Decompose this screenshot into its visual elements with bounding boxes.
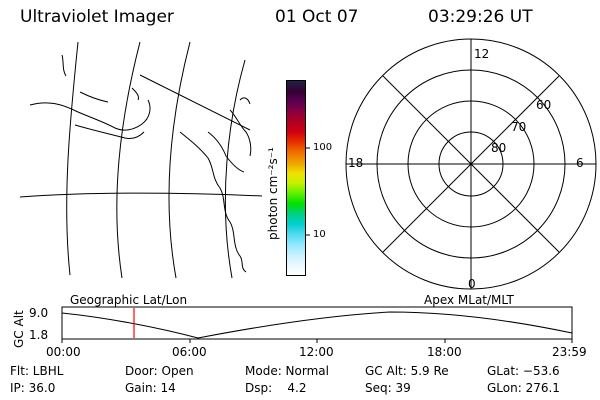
colorbar <box>286 80 306 276</box>
map-coastline <box>61 54 67 77</box>
polar-diagonal <box>382 75 560 253</box>
instrument-title: Ultraviolet Imager <box>20 7 174 27</box>
timeline-left-label: Geographic Lat/Lon <box>70 293 188 307</box>
map-parallel <box>139 74 251 131</box>
timeline-x-label-2359: 23:59 <box>552 345 587 359</box>
status-gain: Gain: 14 <box>125 381 176 395</box>
date-label: 01 Oct 07 <box>275 7 359 27</box>
map-coastline <box>79 91 109 103</box>
timeline-x-label-1800: 18:00 <box>427 345 462 359</box>
colorbar-tick-10: 10 <box>313 229 326 240</box>
map-coastline <box>239 97 251 105</box>
timeline-frame <box>61 306 573 340</box>
map-meridian <box>116 41 141 279</box>
status-dsp: Dsp: 4.2 <box>245 381 307 395</box>
map-coastline <box>207 131 245 173</box>
timeline-right-label: Apex MLat/MLT <box>424 293 514 307</box>
mlt-label-18: 18 <box>348 156 364 170</box>
map-meridian <box>168 41 191 279</box>
colorbar-tick-100: 100 <box>313 142 333 153</box>
status-glon: GLon: 276.1 <box>487 381 560 395</box>
map-coastline <box>179 131 247 273</box>
status-gc-alt: GC Alt: 5.9 Re <box>365 364 449 378</box>
mlat-label-70: 70 <box>511 120 527 134</box>
map-coastline <box>131 87 139 101</box>
status-seq: Seq: 39 <box>365 381 411 395</box>
mlt-label-12: 12 <box>474 47 490 61</box>
mlat-label-80: 80 <box>491 141 507 155</box>
map-coastline <box>74 124 145 139</box>
status-flt: Flt: LBHL <box>10 364 64 378</box>
map-parallel <box>19 192 263 198</box>
status-door: Door: Open <box>125 364 194 378</box>
map-coastline <box>229 109 252 157</box>
timeline-x-label-0600: 06:00 <box>172 345 207 359</box>
timeline-x-label-0000: 00:00 <box>46 345 81 359</box>
mlat-label-60: 60 <box>536 98 552 112</box>
status-mode: Mode: Normal <box>245 364 329 378</box>
timeline-y-tick-min: 1.8 <box>29 328 49 342</box>
mlt-label-6: 6 <box>576 156 584 170</box>
timeline-x-label-1200: 12:00 <box>299 345 334 359</box>
timeline-y-tick-max: 9.0 <box>29 306 49 320</box>
map-meridian <box>224 59 246 279</box>
status-ip: IP: 36.0 <box>10 381 56 395</box>
time-label: 03:29:26 UT <box>428 7 533 27</box>
status-glat: GLat: −53.6 <box>487 364 560 378</box>
map-coastline <box>29 99 151 131</box>
map-meridian <box>66 41 79 276</box>
timeline-altitude-curve <box>61 311 573 339</box>
mlt-label-0: 0 <box>468 277 476 291</box>
